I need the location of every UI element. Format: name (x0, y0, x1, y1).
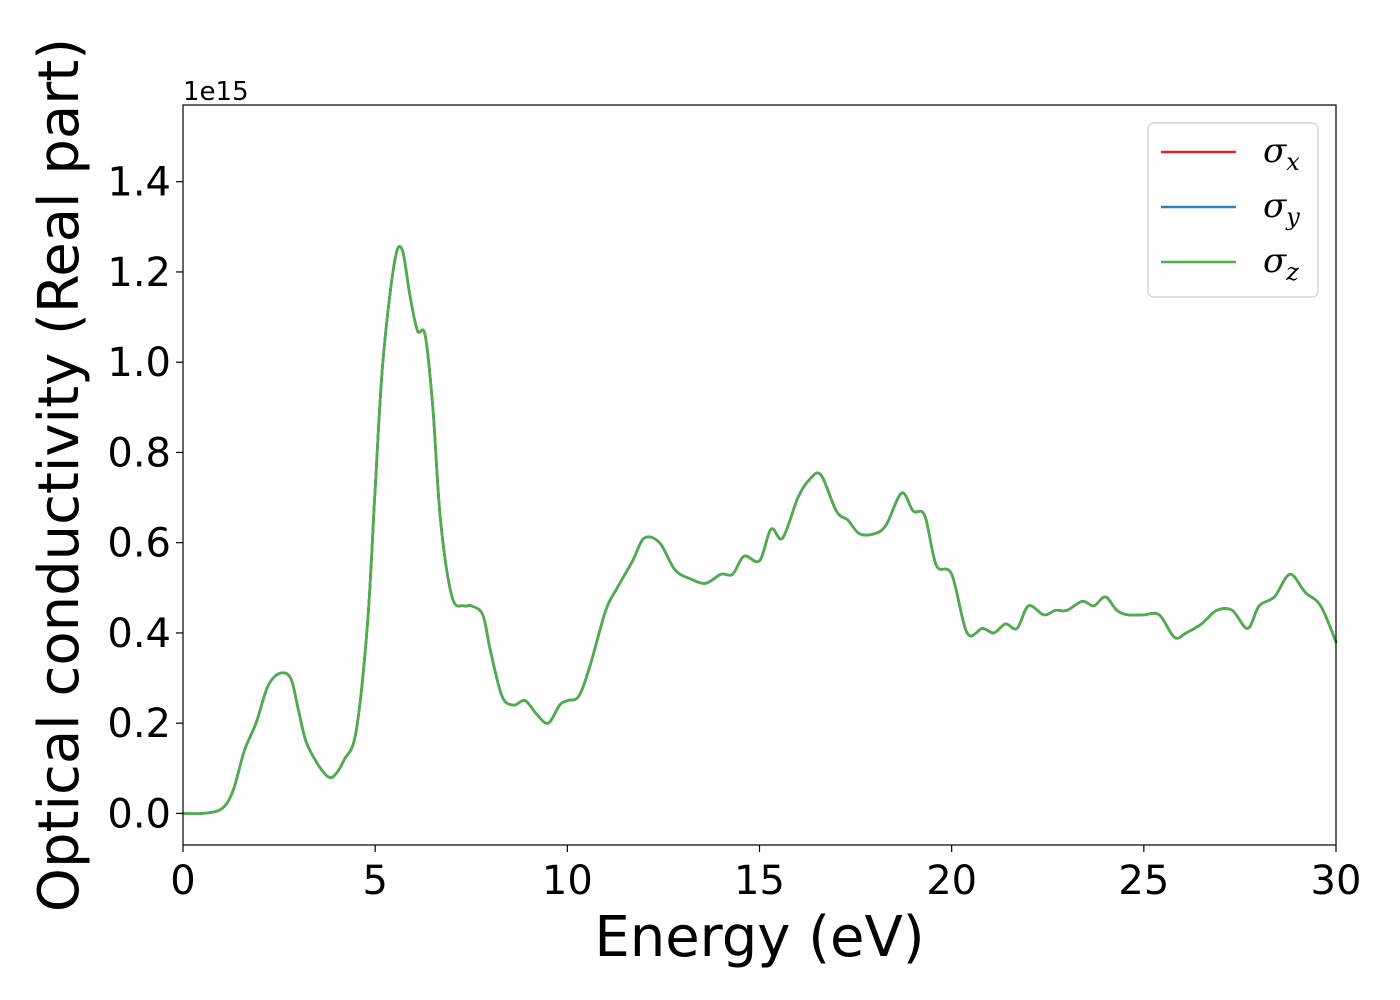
x-tick-label: 30 (1311, 858, 1362, 904)
y-tick-label: 1.2 (107, 250, 171, 296)
x-axis-title: Energy (eV) (594, 905, 924, 970)
legend-label-y: σy (1263, 186, 1300, 231)
y-tick-label: 0.2 (107, 701, 171, 747)
x-tick-label: 25 (1118, 858, 1169, 904)
x-tick-label: 5 (362, 858, 387, 904)
y-tick-label: 0.8 (107, 430, 171, 476)
legend: σx σy σz (1147, 122, 1319, 298)
series-line-σz (181, 245, 1338, 816)
y-tick-label: 0.4 (107, 611, 171, 657)
legend-entries: σx σy σz (1161, 131, 1300, 286)
x-tick-label: 10 (542, 858, 593, 904)
y-tick-label: 1.0 (107, 340, 171, 386)
y-axis-title: Optical conductivity (Real part) (27, 38, 92, 912)
x-tick-label: 15 (734, 858, 785, 904)
y-tick-label: 1.4 (107, 160, 171, 206)
legend-box (1147, 122, 1319, 298)
x-tick-label: 0 (170, 858, 195, 904)
y-tick-label: 0.0 (107, 791, 171, 837)
x-tick-label: 20 (926, 858, 977, 904)
y-tick-label: 0.6 (107, 521, 171, 567)
series-layer (181, 245, 1338, 816)
legend-label-z: σz (1263, 241, 1299, 286)
y-offset-text: 1e15 (183, 77, 249, 107)
x-axis-ticks: 0 5 10 15 20 25 30 (170, 845, 1361, 904)
legend-label-x: σx (1263, 131, 1300, 176)
y-axis-ticks: 0.0 0.2 0.4 0.6 0.8 1.0 1.2 1.4 (107, 160, 183, 837)
